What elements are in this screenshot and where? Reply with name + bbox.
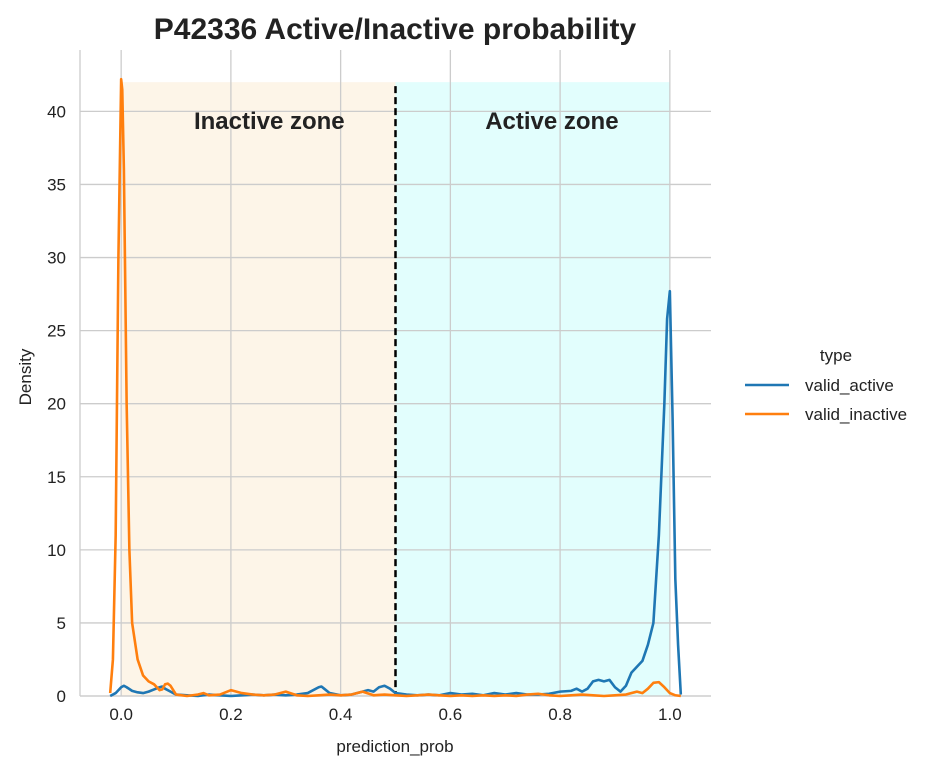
- plot-area: 0.0 0.2 0.4 0.6 0.8 1.0 0 5 10 15 20 25 30 35 40 Inacti…: [47, 50, 711, 724]
- x-tick-label: 0.6: [439, 705, 463, 724]
- chart-title: P42336 Active/Inactive probability: [154, 13, 637, 46]
- x-tick-label: 0.8: [548, 705, 572, 724]
- y-tick-label: 0: [57, 687, 66, 706]
- legend-entry-valid-inactive: valid_inactive: [805, 405, 907, 424]
- y-tick-label: 40: [47, 102, 66, 121]
- x-tick-label: 0.2: [219, 705, 243, 724]
- legend-title: type: [820, 346, 852, 365]
- legend-entry-valid-active: valid_active: [805, 376, 894, 395]
- series-line-valid-inactive: [108, 77, 681, 698]
- y-tick-label: 25: [47, 322, 66, 341]
- x-axis-label: prediction_prob: [336, 737, 453, 756]
- y-tick-label: 20: [47, 395, 66, 414]
- y-tick-label: 5: [57, 614, 66, 633]
- series-line-valid-active: [109, 289, 683, 698]
- x-tick-label: 1.0: [658, 705, 682, 724]
- inactive-zone-label: Inactive zone: [194, 108, 345, 135]
- legend: type valid_active valid_inactive: [745, 346, 907, 424]
- y-axis-label: Density: [16, 348, 35, 405]
- x-tick-label: 0.0: [109, 705, 133, 724]
- active-zone-label: Active zone: [485, 108, 618, 135]
- y-tick-label: 30: [47, 249, 66, 268]
- y-tick-label: 10: [47, 541, 66, 560]
- zone-background-active: [395, 82, 670, 696]
- y-tick-label: 35: [47, 175, 66, 194]
- x-tick-label: 0.4: [329, 705, 353, 724]
- y-tick-label: 15: [47, 468, 66, 487]
- zone-background-inactive: [121, 82, 396, 696]
